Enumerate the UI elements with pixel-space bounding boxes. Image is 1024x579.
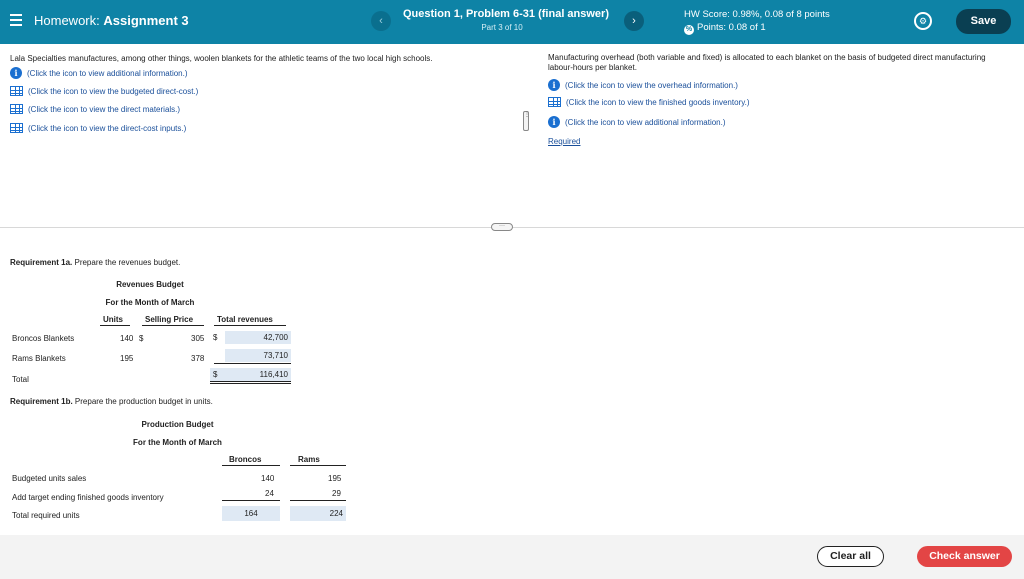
col-units: Units <box>103 315 123 324</box>
top-bar: Homework: Assignment 3 ‹ Question 1, Pro… <box>0 0 1024 44</box>
production-budget-title: Production Budget <box>141 420 214 429</box>
header-underline <box>214 325 286 326</box>
overhead-description: Manufacturing overhead (both variable an… <box>548 53 986 72</box>
production-budget-subtitle: For the Month of March <box>133 438 222 447</box>
points-indicator: % Points: 0.08 of 1 <box>684 22 766 35</box>
homework-name: Assignment 3 <box>103 13 189 28</box>
gear-icon[interactable]: ⚙ <box>914 12 932 30</box>
row-label: Total required units <box>12 511 80 520</box>
points-text: Points: 0.08 of 1 <box>697 22 766 33</box>
hw-score: HW Score: 0.98%, 0.08 of 8 points <box>684 9 830 20</box>
table-icon[interactable] <box>10 86 23 96</box>
hamburger-icon[interactable] <box>10 14 22 26</box>
requirement-1b-label: Requirement 1b. Prepare the production b… <box>10 397 213 406</box>
rams-value: 195 <box>328 474 342 483</box>
subtotal-underline <box>214 363 291 364</box>
info-link-direct-cost-inputs[interactable]: (Click the icon to view the direct-cost … <box>10 123 186 133</box>
required-link[interactable]: Required <box>548 137 581 146</box>
homework-prefix: Homework: <box>34 13 100 28</box>
total-revenue-input[interactable]: 42,700 <box>225 331 291 344</box>
clear-all-button[interactable]: Clear all <box>817 546 884 567</box>
info-icon[interactable]: i <box>10 67 22 79</box>
requirement-1a-label: Requirement 1a. Prepare the revenues bud… <box>10 258 181 267</box>
price-value: 305 <box>191 334 205 343</box>
previous-question-button[interactable]: ‹ <box>371 11 391 31</box>
row-label: Budgeted units sales <box>12 474 87 483</box>
info-link-finished-goods[interactable]: (Click the icon to view the finished goo… <box>548 97 750 107</box>
dollar-sign: $ <box>139 334 144 343</box>
info-link-additional[interactable]: i (Click the icon to view additional info… <box>10 67 188 79</box>
broncos-value: 140 <box>261 474 275 483</box>
check-answer-button[interactable]: Check answer <box>917 546 1012 567</box>
divider-handle[interactable]: ··· <box>491 223 513 231</box>
total-revenue-input[interactable]: 73,710 <box>225 349 291 362</box>
pane-splitter-handle[interactable]: ⋮ <box>523 111 530 131</box>
units-value: 195 <box>120 354 134 363</box>
info-icon[interactable]: i <box>548 79 560 91</box>
table-icon[interactable] <box>548 97 561 107</box>
col-selling-price: Selling Price <box>145 315 194 324</box>
problem-intro: Lala Specialties manufactures, among oth… <box>10 54 433 63</box>
info-icon[interactable]: i <box>548 116 560 128</box>
info-link-budgeted-direct-cost[interactable]: (Click the icon to view the budgeted dir… <box>10 86 198 96</box>
table-icon[interactable] <box>10 123 23 133</box>
row-label: Rams Blankets <box>12 354 66 363</box>
broncos-value: 24 <box>265 489 274 498</box>
row-label: Broncos Blankets <box>12 334 75 343</box>
revenues-budget-subtitle: For the Month of March <box>105 298 195 307</box>
dollar-sign: $ <box>213 333 218 342</box>
subtotal-underline <box>290 500 346 501</box>
rams-value: 29 <box>332 489 341 498</box>
row-label: Add target ending finished goods invento… <box>12 493 164 502</box>
info-link-additional-right[interactable]: i (Click the icon to view additional info… <box>548 116 726 128</box>
header-underline <box>142 325 204 326</box>
total-double-underline <box>210 381 291 384</box>
grand-total-value: 116,410 <box>259 370 288 379</box>
table-icon[interactable] <box>10 104 23 114</box>
header-underline <box>222 465 280 466</box>
next-question-button[interactable]: › <box>624 11 644 31</box>
grand-total-input[interactable]: $ 116,410 <box>210 368 291 381</box>
broncos-total-input[interactable]: 164 <box>222 506 280 521</box>
col-total-revenues: Total revenues <box>217 315 273 324</box>
info-link-overhead[interactable]: i (Click the icon to view the overhead in… <box>548 79 738 91</box>
col-broncos: Broncos <box>229 455 262 464</box>
price-value: 378 <box>191 354 205 363</box>
homework-title: Homework: Assignment 3 <box>34 13 189 28</box>
units-value: 140 <box>120 334 134 343</box>
col-rams: Rams <box>298 455 320 464</box>
question-part: Part 3 of 10 <box>481 23 523 32</box>
revenues-budget-title: Revenues Budget <box>116 280 184 289</box>
dollar-sign: $ <box>213 370 218 379</box>
info-link-direct-materials[interactable]: (Click the icon to view the direct mater… <box>10 104 180 114</box>
rams-total-input[interactable]: 224 <box>290 506 346 521</box>
row-label: Total <box>12 375 29 384</box>
question-title: Question 1, Problem 6-31 (final answer) <box>403 8 609 20</box>
header-underline <box>290 465 346 466</box>
subtotal-underline <box>222 500 280 501</box>
header-underline <box>100 325 130 326</box>
save-button[interactable]: Save <box>956 9 1011 34</box>
partial-credit-icon: % <box>684 25 694 35</box>
